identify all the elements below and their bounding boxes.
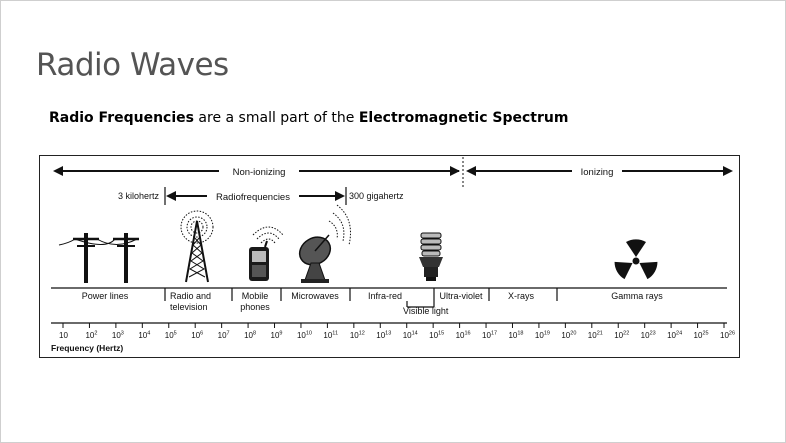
band-label-8: Gamma rays: [611, 291, 663, 301]
band-label-4: Microwaves: [291, 291, 339, 301]
tick-label-5: 105: [165, 331, 177, 341]
tick-label-18: 1018: [508, 331, 523, 341]
band-label-5: Infra-red: [368, 291, 402, 301]
band-label-2: Radio and: [170, 291, 211, 301]
tick-label-16: 1016: [456, 331, 471, 341]
band-label-6: Ultra-violet: [439, 291, 483, 301]
band-label-1: Power lines: [82, 291, 129, 301]
nonionizing-label: Non-ionizing: [233, 167, 286, 178]
visible-light-bracket: Visible light: [403, 301, 449, 316]
band-label-3: Mobile: [242, 291, 269, 301]
tick-label-3: 103: [112, 331, 124, 341]
visible-light-label: Visible light: [403, 306, 449, 316]
band-label-2-line2: television: [170, 302, 208, 312]
high-rf-label: 300 gigahertz: [349, 191, 404, 201]
tick-label-10: 1010: [297, 331, 312, 341]
tick-label-26: 1026: [720, 331, 735, 341]
tick-label-15: 1015: [429, 331, 444, 341]
tick-label-1: 10: [59, 331, 68, 340]
tick-label-11: 1011: [323, 331, 338, 341]
slide-title: Radio Waves: [36, 47, 229, 83]
tick-label-25: 1025: [694, 331, 709, 341]
tick-label-6: 106: [191, 331, 203, 341]
tick-label-24: 1024: [667, 331, 682, 341]
light-bulb-icon: [419, 232, 443, 281]
low-rf-label: 3 kilohertz: [118, 191, 160, 201]
ionizing-label: Ionizing: [581, 167, 614, 178]
tick-label-20: 1020: [561, 331, 576, 341]
band-label-3-line2: phones: [240, 302, 270, 312]
axis-label: Frequency (Hertz): [51, 343, 123, 353]
radio-tower-icon: [180, 210, 214, 283]
slide-subtitle: Radio Frequencies are a small part of th…: [49, 110, 568, 126]
tick-label-12: 1012: [350, 331, 365, 341]
tick-label-4: 104: [138, 331, 150, 341]
tick-label-7: 107: [218, 331, 230, 341]
mobile-phone-icon: [249, 226, 284, 281]
em-spectrum-diagram: Non-ionizing Ionizing 3 kilohertz Radiof…: [39, 155, 740, 358]
tick-label-19: 1019: [535, 331, 550, 341]
subtitle-radio-frequencies: Radio Frequencies: [49, 110, 194, 126]
tick-label-9: 109: [271, 331, 283, 341]
radiation-icon: [614, 239, 658, 280]
tick-label-2: 102: [85, 331, 97, 341]
tick-label-21: 1021: [588, 331, 603, 341]
tick-label-22: 1022: [614, 331, 629, 341]
tick-label-13: 1013: [376, 331, 391, 341]
radiofrequencies-range: 3 kilohertz Radiofrequencies 300 gigaher…: [118, 187, 404, 205]
tick-label-17: 1017: [482, 331, 497, 341]
subtitle-middle: are a small part of the: [193, 110, 359, 126]
ionizing-arrow: Ionizing: [466, 164, 733, 178]
power-lines-icon: [58, 233, 139, 283]
nonionizing-arrow: Non-ionizing: [53, 164, 460, 178]
tick-label-23: 1023: [641, 331, 656, 341]
satellite-dish-icon: [298, 204, 351, 283]
band-label-7: X-rays: [508, 291, 535, 301]
rf-label: Radiofrequencies: [216, 192, 290, 203]
frequency-ticks: 10 102 103 104 105 106 107 108 109 1010 1011 1012 10…: [59, 323, 735, 340]
tick-label-8: 108: [244, 331, 256, 341]
tick-label-14: 1014: [403, 331, 418, 341]
subtitle-em-spectrum: Electromagnetic Spectrum: [358, 110, 569, 126]
band-separators: [164, 288, 558, 301]
